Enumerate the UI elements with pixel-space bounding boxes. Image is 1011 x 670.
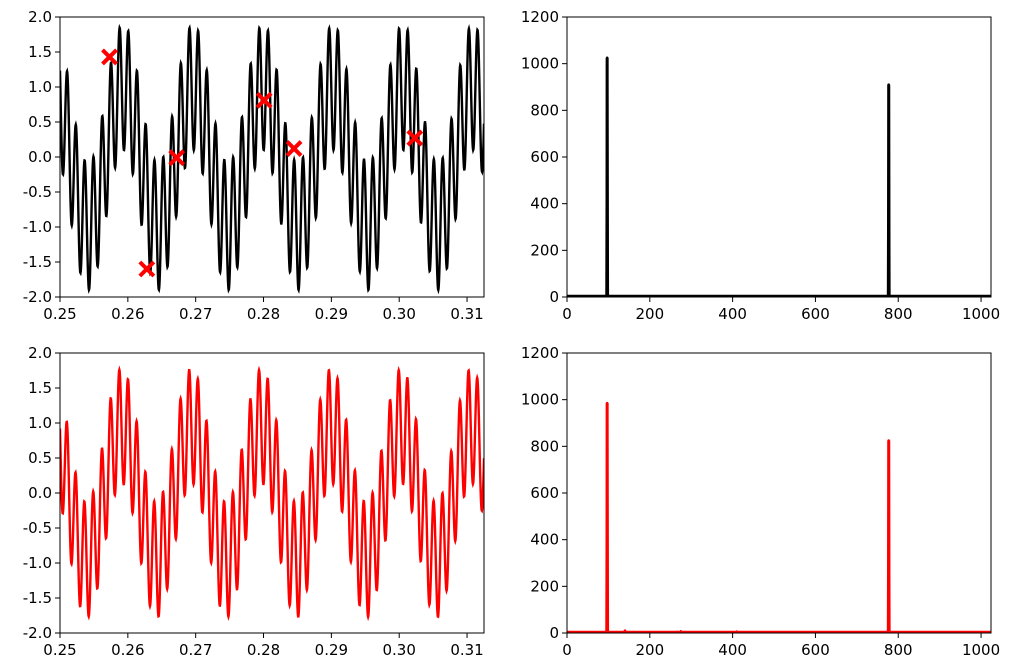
y-tick-label: 1200	[521, 8, 559, 26]
time-signal-reconstructed-panel: 0.25 0.26 0.27 0.28 0.29 0.30 0.31 -2.0 -1.5 -1.0…	[23, 344, 485, 659]
y-tick-label: 0.5	[28, 449, 52, 467]
y-tick-label: 1.0	[28, 78, 52, 96]
x-marker-stroke	[138, 260, 156, 278]
x-marker-stroke	[285, 140, 303, 158]
x-tick-label: 800	[884, 305, 913, 323]
x-tick-label: 0.26	[111, 641, 144, 659]
signal-line	[60, 365, 484, 622]
x-marker	[168, 149, 186, 167]
x-tick-label: 800	[884, 641, 913, 659]
y-tick-label: 1000	[521, 391, 559, 409]
y-tick-label: 2.0	[28, 8, 52, 26]
y-tick-label: -1.5	[23, 589, 52, 607]
y-tick-label: 0.0	[28, 148, 52, 166]
time-signal-original-panel: 0.25 0.26 0.27 0.28 0.29 0.30 0.31 -2.0 -1.5 -1.0…	[23, 8, 485, 323]
x-tick-label: 600	[801, 641, 830, 659]
x-tick-label: 1000	[962, 305, 1000, 323]
axes-frame	[566, 352, 992, 634]
y-tick-label: 800	[530, 101, 559, 119]
x-tick-label: 0	[562, 305, 572, 323]
signal-line	[60, 23, 484, 295]
x-tick-label: 1000	[962, 641, 1000, 659]
x-tick-label: 0.27	[179, 305, 212, 323]
x-tick-label: 0.25	[43, 305, 76, 323]
x-tick-label: 200	[635, 641, 664, 659]
y-tick-label: 0	[549, 624, 559, 642]
x-tick-label: 0.30	[382, 305, 415, 323]
spectrum-reconstructed-panel: 0 200 400 600 800 1000 0 200 400 600 800 1000 1200	[521, 344, 1000, 659]
x-marker	[138, 260, 156, 278]
spectrum-line	[567, 401, 991, 633]
y-tick-label: 0.0	[28, 484, 52, 502]
x-marker	[101, 48, 118, 66]
y-tick-label: 600	[530, 148, 559, 166]
y-tick-label: -2.0	[23, 288, 52, 306]
x-tick-label: 0.27	[179, 641, 212, 659]
x-tick-label: 400	[718, 305, 747, 323]
y-tick-label: 2.0	[28, 344, 52, 362]
y-tick-label: -0.5	[23, 519, 52, 537]
y-tick-label: -0.5	[23, 183, 52, 201]
x-marker-stroke	[255, 91, 273, 109]
y-tick-label: 200	[530, 241, 559, 259]
x-marker-stroke	[406, 129, 424, 147]
y-tick-label: 1.5	[28, 43, 52, 61]
y-tick-label: 400	[530, 531, 559, 549]
x-marker-stroke	[168, 149, 186, 167]
x-tick-label: 600	[801, 305, 830, 323]
x-marker-stroke	[101, 48, 118, 66]
y-tick-label: -1.0	[23, 554, 52, 572]
x-tick-label: 0.26	[111, 305, 144, 323]
y-tick-label: 600	[530, 484, 559, 502]
y-tick-label: 1000	[521, 55, 559, 73]
x-tick-label: 0.29	[315, 641, 348, 659]
y-tick-label: -1.5	[23, 253, 52, 271]
x-tick-label: 0.31	[450, 641, 483, 659]
axes-frame	[59, 16, 485, 298]
x-tick-label: 400	[718, 641, 747, 659]
x-tick-label: 0.25	[43, 641, 76, 659]
y-tick-label: 0.5	[28, 113, 52, 131]
x-tick-label: 0.28	[247, 641, 280, 659]
y-tick-label: 1200	[521, 344, 559, 362]
y-tick-label: 0	[549, 288, 559, 306]
x-tick-label: 0	[562, 641, 572, 659]
y-tick-label: 1.0	[28, 414, 52, 432]
axes-frame	[566, 16, 992, 298]
x-tick-label: 0.30	[382, 641, 415, 659]
x-tick-label: 0.29	[315, 305, 348, 323]
y-tick-label: 400	[530, 195, 559, 213]
spectrum-original-panel: 0 200 400 600 800 1000 0 200 400 600 800 1000 1200	[521, 8, 1000, 323]
x-tick-label: 200	[635, 305, 664, 323]
x-marker	[285, 140, 303, 158]
x-tick-label: 0.28	[247, 305, 280, 323]
y-tick-label: -1.0	[23, 218, 52, 236]
x-marker	[406, 129, 424, 147]
y-tick-label: 800	[530, 437, 559, 455]
y-tick-label: 1.5	[28, 379, 52, 397]
y-tick-label: 200	[530, 577, 559, 595]
x-marker	[255, 91, 273, 109]
axes-frame	[59, 352, 485, 634]
x-tick-label: 0.31	[450, 305, 483, 323]
y-tick-label: -2.0	[23, 624, 52, 642]
